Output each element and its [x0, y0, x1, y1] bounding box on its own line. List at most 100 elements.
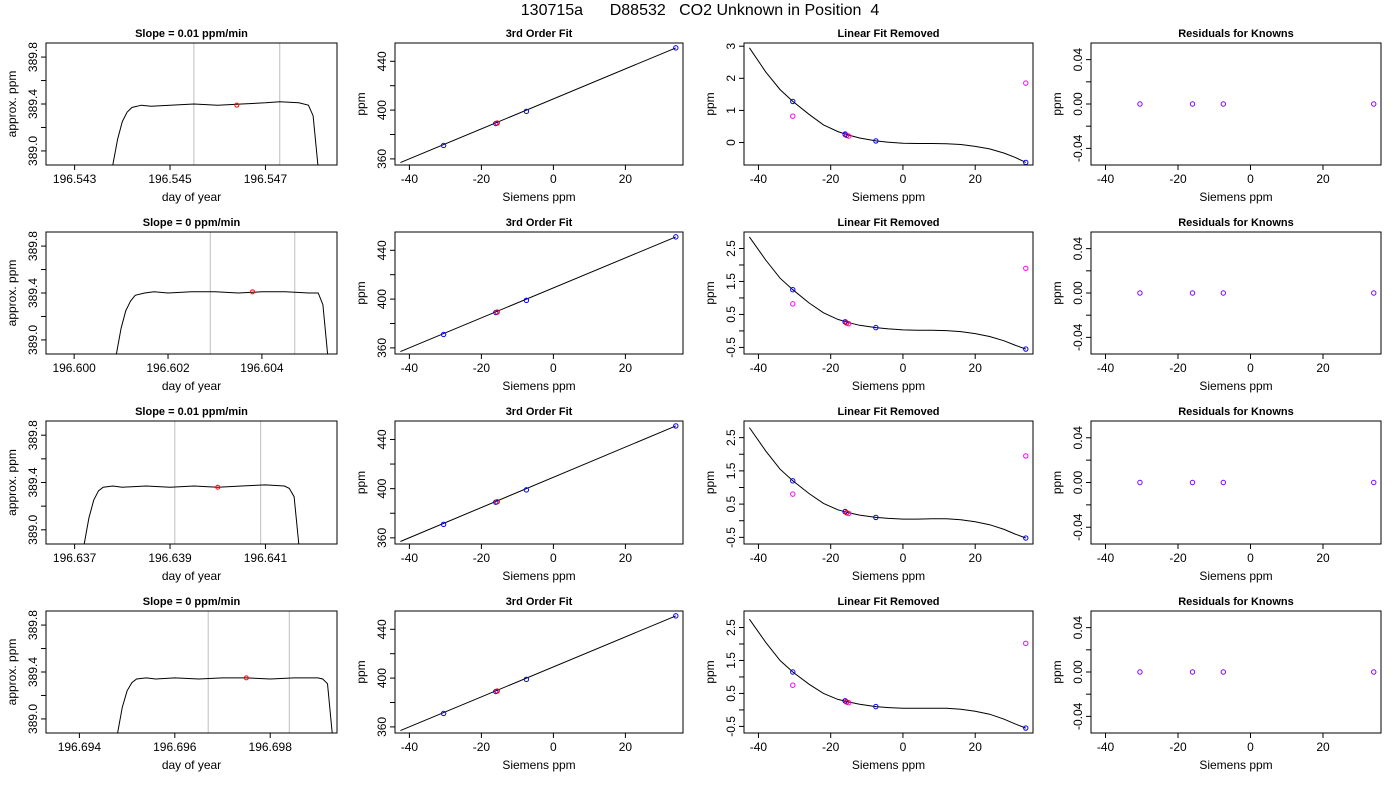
y-tick-label: 1.5: [724, 652, 738, 669]
known-point: [873, 514, 879, 521]
fit-line: [400, 425, 676, 542]
y-tick-label: 389.0: [26, 704, 40, 734]
panel-title: Residuals for Knowns: [1178, 596, 1294, 608]
plot-area: [748, 618, 1029, 731]
x-axis-label: Siemens ppm: [502, 758, 575, 772]
plot-frame: [743, 42, 1034, 166]
plot-area: [117, 611, 333, 733]
panel-title: Residuals for Knowns: [1178, 406, 1294, 418]
y-axis-label: ppm: [703, 281, 717, 304]
y-axis-label: approx. ppm: [5, 639, 19, 706]
unknown-point: [843, 510, 850, 516]
x-tick-label: 0: [1247, 551, 1254, 565]
panel-title: Slope = 0.01 ppm/min: [135, 28, 248, 40]
x-tick-label: 196.600: [52, 361, 96, 375]
x-tick-label: 196.602: [146, 361, 190, 375]
x-axis-label: Siemens ppm: [852, 190, 925, 204]
panel-title: Residuals for Knowns: [1178, 217, 1294, 229]
raw-point: [1023, 80, 1029, 86]
y-tick-label: 360: [375, 528, 389, 548]
fit-line: [400, 615, 676, 732]
y-tick-label: 389.8: [26, 420, 40, 450]
plot-frame: [743, 231, 1034, 355]
x-tick-label: 196.604: [240, 361, 284, 375]
panel-row3-residuals: Residuals for Knowns Siemens ppm ppm -40 -20…: [1050, 406, 1382, 583]
x-tick-label: 20: [969, 172, 983, 186]
y-tick-label: 0.5: [724, 306, 738, 323]
x-axis-label: day of year: [162, 190, 221, 204]
plot-area: [748, 47, 1029, 165]
y-tick-label: 400: [375, 478, 389, 498]
plot-area: [83, 421, 300, 544]
y-tick-label: 389.8: [26, 610, 40, 640]
x-tick-label: 20: [619, 740, 633, 754]
data-point: [1137, 669, 1143, 675]
data-point: [1220, 479, 1227, 486]
panel-title: Slope = 0.01 ppm/min: [135, 406, 248, 418]
unknown-point: [494, 498, 500, 505]
plot-area: [112, 43, 319, 165]
x-tick-label: 196.694: [58, 740, 102, 754]
plot-area: [115, 232, 329, 354]
x-tick-label: 0: [900, 551, 907, 565]
x-axis-label: day of year: [162, 569, 221, 583]
x-tick-label: -40: [750, 361, 768, 375]
x-axis-label: Siemens ppm: [852, 379, 925, 393]
data-point: [1189, 479, 1196, 486]
y-tick-label: 3: [724, 43, 738, 50]
known-point: [873, 324, 879, 331]
x-tick-label: -20: [1169, 172, 1187, 186]
raw-point: [790, 682, 796, 688]
data-point: [1189, 290, 1196, 296]
figure-title: 130715a D88532 CO2 Unknown in Position 4: [520, 2, 880, 19]
known-point: [790, 98, 796, 105]
plot-frame: [1090, 42, 1382, 166]
data-point: [1220, 290, 1227, 296]
y-tick-label: 440: [375, 619, 389, 639]
x-tick-label: -40: [1097, 740, 1115, 754]
x-tick-label: 20: [1316, 740, 1330, 754]
panel-row2-linear-removed: Linear Fit Removed Siemens ppm ppm -40 -20 0 2…: [703, 217, 1034, 393]
raw-point: [1023, 640, 1029, 647]
y-axis-label: ppm: [1050, 281, 1064, 304]
panel-title: Linear Fit Removed: [837, 596, 939, 608]
unknown-point: [843, 132, 850, 139]
fit-line: [400, 47, 676, 164]
y-axis-label: ppm: [703, 660, 717, 683]
x-tick-label: -20: [1169, 740, 1187, 754]
data-point: [673, 613, 679, 619]
y-axis-label: ppm: [354, 92, 368, 115]
panel-title: 3rd Order Fit: [506, 596, 573, 608]
y-tick-label: 400: [375, 668, 389, 688]
x-tick-label: 0: [550, 361, 557, 375]
y-tick-label: 1.5: [724, 273, 738, 290]
y-tick-label: 389.8: [26, 42, 40, 72]
panel-row4-fit: 3rd Order Fit Siemens ppm ppm -40 -20 0 20 360 4…: [354, 596, 684, 772]
raw-point: [1023, 453, 1029, 459]
x-tick-label: 20: [969, 361, 983, 375]
plot-area: [748, 427, 1029, 541]
plot-frame: [743, 610, 1034, 734]
y-tick-label: 389.0: [26, 136, 40, 166]
panel-title: Linear Fit Removed: [837, 217, 939, 229]
panel-title: Residuals for Knowns: [1178, 28, 1294, 40]
y-axis-label: ppm: [1050, 471, 1064, 494]
y-tick-label: 1: [724, 107, 738, 114]
panel-row2-residuals: Residuals for Knowns Siemens ppm ppm -40 -20…: [1050, 217, 1382, 393]
panel-title: 3rd Order Fit: [506, 406, 573, 418]
y-tick-label: 389.0: [26, 514, 40, 544]
y-tick-label: 1.5: [724, 462, 738, 479]
x-tick-label: -20: [822, 361, 840, 375]
x-tick-label: 196.545: [148, 172, 192, 186]
raw-point: [790, 113, 796, 119]
plot-frame: [394, 231, 684, 355]
plot-area: [1137, 479, 1377, 486]
data-point: [1220, 101, 1227, 107]
plot-frame: [1090, 420, 1382, 545]
data-point: [673, 234, 679, 240]
y-axis-label: approx. ppm: [5, 449, 19, 516]
x-tick-label: -20: [473, 172, 491, 186]
plot-frame: [45, 42, 338, 166]
x-tick-label: -40: [401, 172, 419, 186]
